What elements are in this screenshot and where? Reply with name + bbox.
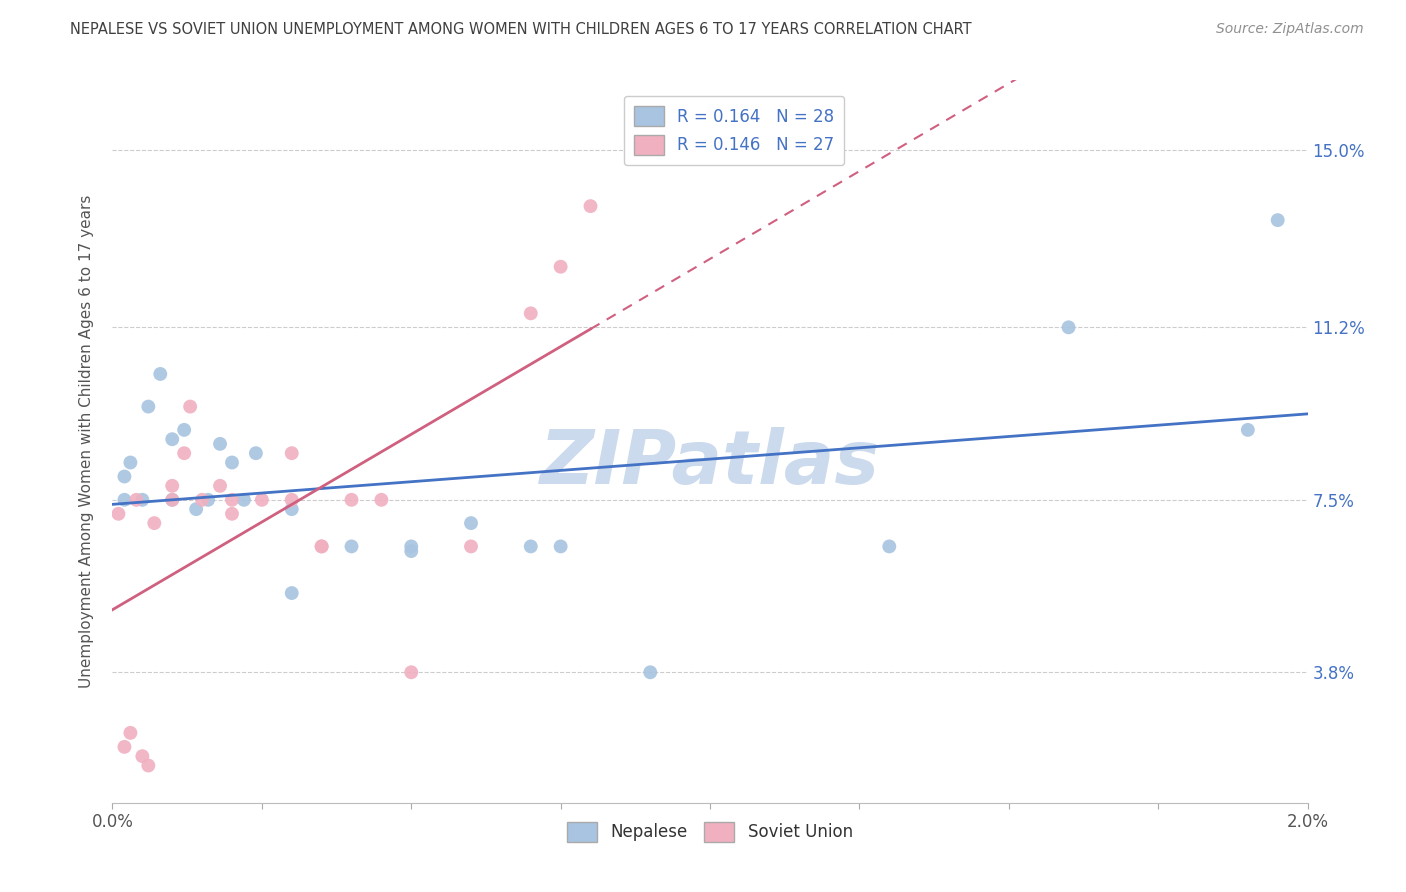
Point [209,437,232,451]
Point [209,479,232,493]
Point [340,492,363,507]
Point [233,492,256,507]
Point [311,540,333,554]
Point [401,544,423,558]
Text: Source: ZipAtlas.com: Source: ZipAtlas.com [1216,22,1364,37]
Point [520,306,543,320]
Point [281,502,304,516]
Point [162,432,183,446]
Point [311,540,333,554]
Point [281,446,304,460]
Text: ZIPatlas: ZIPatlas [540,426,880,500]
Point [245,446,267,460]
Point [143,516,166,530]
Point [221,507,243,521]
Point [120,726,142,740]
Point [250,492,273,507]
Point [460,540,482,554]
Point [125,492,148,507]
Point [221,492,243,507]
Point [1237,423,1260,437]
Point [520,540,543,554]
Point [162,479,183,493]
Point [120,456,142,470]
Point [401,540,423,554]
Point [138,758,160,772]
Point [579,199,602,213]
Legend: Nepalese, Soviet Union: Nepalese, Soviet Union [561,815,859,848]
Point [173,446,195,460]
Point [162,492,183,507]
Point [281,492,304,507]
Point [640,665,662,680]
Point [340,540,363,554]
Point [550,260,572,274]
Point [877,540,901,554]
Point [401,665,423,680]
Point [114,469,135,483]
Point [131,492,153,507]
Point [1057,320,1080,334]
Point [131,749,153,764]
Y-axis label: Unemployment Among Women with Children Ages 6 to 17 years: Unemployment Among Women with Children A… [79,194,94,689]
Text: NEPALESE VS SOVIET UNION UNEMPLOYMENT AMONG WOMEN WITH CHILDREN AGES 6 TO 17 YEA: NEPALESE VS SOVIET UNION UNEMPLOYMENT AM… [70,22,972,37]
Point [1267,213,1289,227]
Point [221,456,243,470]
Point [550,540,572,554]
Point [173,423,195,437]
Point [281,586,304,600]
Point [179,400,201,414]
Point [186,502,208,516]
Point [197,492,219,507]
Point [460,516,482,530]
Point [149,367,172,381]
Point [114,739,135,754]
Point [162,492,183,507]
Point [370,492,392,507]
Point [191,492,214,507]
Point [138,400,160,414]
Point [114,492,135,507]
Point [107,507,129,521]
